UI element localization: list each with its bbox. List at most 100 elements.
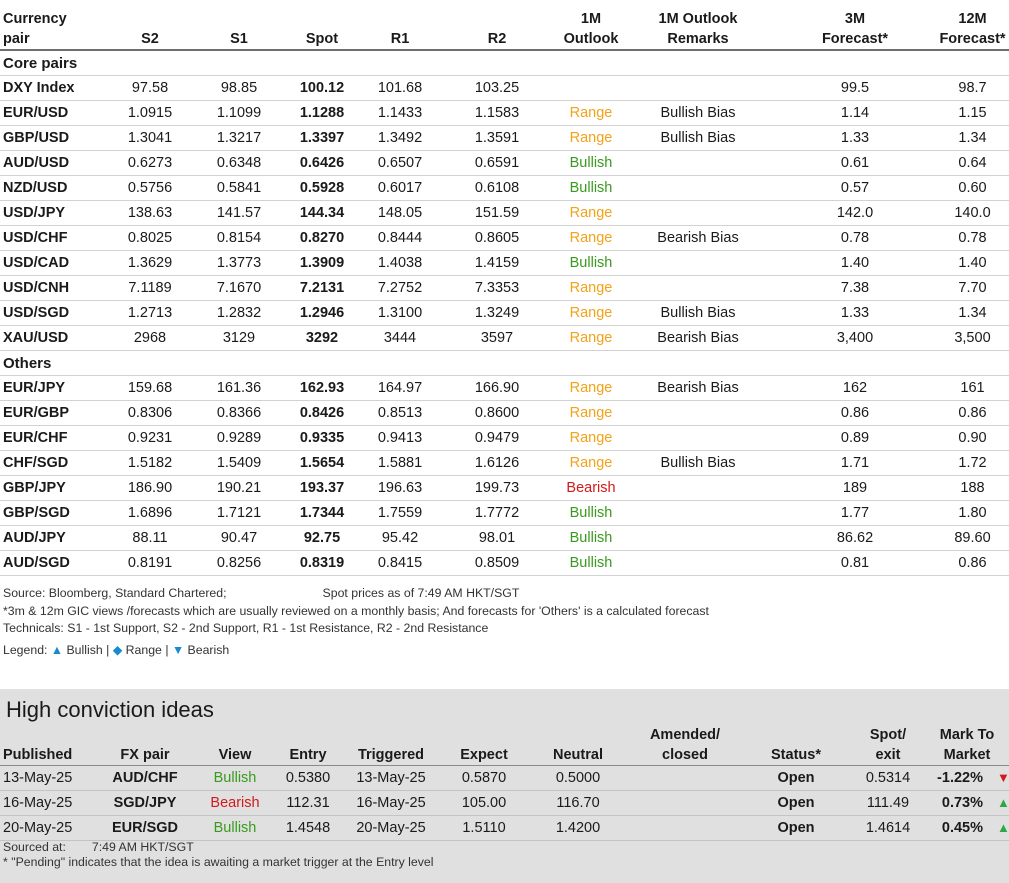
hc-amended-cell bbox=[629, 765, 741, 791]
s1-cell: 98.85 bbox=[200, 75, 278, 101]
spot-cell: 92.75 bbox=[278, 525, 366, 551]
sourced-time: 7:49 AM HKT/SGT bbox=[91, 840, 194, 854]
triangle-down-icon: ▼ bbox=[997, 770, 1009, 785]
hc-header-row: Published FX pair View Entry Triggered E… bbox=[0, 725, 1009, 766]
spot-cell: 0.8426 bbox=[278, 400, 366, 426]
outlook-cell: Bullish bbox=[560, 525, 622, 551]
currency-pair-cell: DXY Index bbox=[0, 75, 100, 101]
r2-cell: 199.73 bbox=[434, 475, 560, 501]
currency-pair-cell: EUR/GBP bbox=[0, 400, 100, 426]
diamond-icon: ◆ bbox=[112, 642, 123, 657]
s1-cell: 1.7121 bbox=[200, 500, 278, 526]
col-header-forecast-3m: 3M Forecast* bbox=[774, 0, 936, 51]
section-title: Core pairs bbox=[0, 50, 1009, 76]
r2-cell: 1.4159 bbox=[434, 250, 560, 276]
hc-triggered-cell: 20-May-25 bbox=[341, 815, 441, 841]
r1-cell: 0.8444 bbox=[366, 225, 434, 251]
legend-range: Range bbox=[125, 642, 162, 657]
col-header-spot: Spot bbox=[278, 0, 366, 51]
r2-cell: 0.6108 bbox=[434, 175, 560, 201]
f12m-cell: 98.7 bbox=[936, 75, 1009, 101]
hc-expect-cell: 0.5870 bbox=[441, 765, 527, 791]
hc-status-cell: Open bbox=[741, 790, 851, 816]
r2-cell: 166.90 bbox=[434, 375, 560, 401]
outlook-cell: Bullish bbox=[560, 500, 622, 526]
col-header-r1: R1 bbox=[366, 0, 434, 51]
s2-cell: 7.1189 bbox=[100, 275, 200, 301]
table-row: GBP/SGD 1.6896 1.7121 1.7344 1.7559 1.7772 Bul… bbox=[0, 500, 1009, 526]
f12m-cell: 89.60 bbox=[936, 525, 1009, 551]
fx-table-body: Core pairs DXY Index 97.58 98.85 100.12 101.6… bbox=[0, 50, 1009, 576]
s1-cell: 141.57 bbox=[200, 200, 278, 226]
currency-pair-cell: EUR/CHF bbox=[0, 425, 100, 451]
r1-cell: 1.3100 bbox=[366, 300, 434, 326]
outlook-cell: Bullish bbox=[560, 175, 622, 201]
currency-pair-cell: XAU/USD bbox=[0, 325, 100, 351]
r1-cell: 196.63 bbox=[366, 475, 434, 501]
hc-expect-cell: 1.5110 bbox=[441, 815, 527, 841]
r1-cell: 7.2752 bbox=[366, 275, 434, 301]
mtm-value: 0.73% bbox=[941, 795, 983, 811]
hc-neutral-cell: 1.4200 bbox=[527, 815, 629, 841]
s2-cell: 0.8025 bbox=[100, 225, 200, 251]
remarks-cell bbox=[622, 175, 774, 201]
s1-cell: 0.6348 bbox=[200, 150, 278, 176]
f3m-cell: 0.78 bbox=[774, 225, 936, 251]
r1-cell: 0.8415 bbox=[366, 550, 434, 576]
table-row: EUR/JPY 159.68 161.36 162.93 164.97 166.90 Ran… bbox=[0, 375, 1009, 401]
sourced-line: Sourced at: 7:49 AM HKT/SGT bbox=[3, 840, 194, 854]
r2-cell: 1.6126 bbox=[434, 450, 560, 476]
s1-cell: 1.3773 bbox=[200, 250, 278, 276]
s2-cell: 0.8191 bbox=[100, 550, 200, 576]
f3m-cell: 1.33 bbox=[774, 300, 936, 326]
remarks-cell: Bearish Bias bbox=[622, 375, 774, 401]
legend-bearish: Bearish bbox=[187, 642, 230, 657]
table-row: CHF/SGD 1.5182 1.5409 1.5654 1.5881 1.6126 Ran… bbox=[0, 450, 1009, 476]
currency-pair-cell: EUR/JPY bbox=[0, 375, 100, 401]
outlook-cell bbox=[560, 75, 622, 101]
s2-cell: 97.58 bbox=[100, 75, 200, 101]
remarks-cell bbox=[622, 400, 774, 426]
r1-cell: 0.6017 bbox=[366, 175, 434, 201]
f3m-cell: 1.14 bbox=[774, 100, 936, 126]
currency-pair-cell: USD/CAD bbox=[0, 250, 100, 276]
remarks-cell bbox=[622, 550, 774, 576]
s1-cell: 1.2832 bbox=[200, 300, 278, 326]
remarks-cell bbox=[622, 75, 774, 101]
outlook-cell: Bullish bbox=[560, 550, 622, 576]
r2-cell: 1.1583 bbox=[434, 100, 560, 126]
currency-pair-cell: USD/CNH bbox=[0, 275, 100, 301]
hc-pair-cell: EUR/SGD bbox=[95, 815, 195, 841]
mtm-value: -1.22% bbox=[937, 770, 983, 786]
spot-cell: 1.7344 bbox=[278, 500, 366, 526]
r1-cell: 1.4038 bbox=[366, 250, 434, 276]
triangle-up-icon: ▲ bbox=[50, 642, 64, 657]
hc-published-cell: 20-May-25 bbox=[0, 815, 95, 841]
s2-cell: 0.6273 bbox=[100, 150, 200, 176]
forecast-footnote: *3m & 12m GIC views /forecasts which are… bbox=[3, 603, 709, 618]
hc-col-neutral: Neutral bbox=[527, 725, 629, 766]
spot-cell: 1.1288 bbox=[278, 100, 366, 126]
r2-cell: 1.3249 bbox=[434, 300, 560, 326]
s2-cell: 1.3041 bbox=[100, 125, 200, 151]
currency-pair-cell: GBP/JPY bbox=[0, 475, 100, 501]
s2-cell: 2968 bbox=[100, 325, 200, 351]
section-header-row: Others bbox=[0, 350, 1009, 376]
currency-pair-cell: GBP/USD bbox=[0, 125, 100, 151]
col-header-s2: S2 bbox=[100, 0, 200, 51]
outlook-cell: Range bbox=[560, 375, 622, 401]
currency-pair-cell: AUD/SGD bbox=[0, 550, 100, 576]
outlook-cell: Range bbox=[560, 275, 622, 301]
s2-cell: 1.3629 bbox=[100, 250, 200, 276]
f12m-cell: 1.34 bbox=[936, 125, 1009, 151]
r2-cell: 7.3353 bbox=[434, 275, 560, 301]
spot-time: Spot prices as of 7:49 AM HKT/SGT bbox=[322, 586, 520, 600]
hc-published-cell: 16-May-25 bbox=[0, 790, 95, 816]
hc-spot-cell: 111.49 bbox=[851, 790, 925, 816]
technicals-footnote: Technicals: S1 - 1st Support, S2 - 2nd S… bbox=[3, 621, 489, 635]
table-row: AUD/USD 0.6273 0.6348 0.6426 0.6507 0.6591 Bul… bbox=[0, 150, 1009, 176]
s2-cell: 1.0915 bbox=[100, 100, 200, 126]
r2-cell: 0.6591 bbox=[434, 150, 560, 176]
f3m-cell: 0.61 bbox=[774, 150, 936, 176]
high-conviction-panel: High conviction ideas Published FX pair … bbox=[0, 689, 1009, 883]
